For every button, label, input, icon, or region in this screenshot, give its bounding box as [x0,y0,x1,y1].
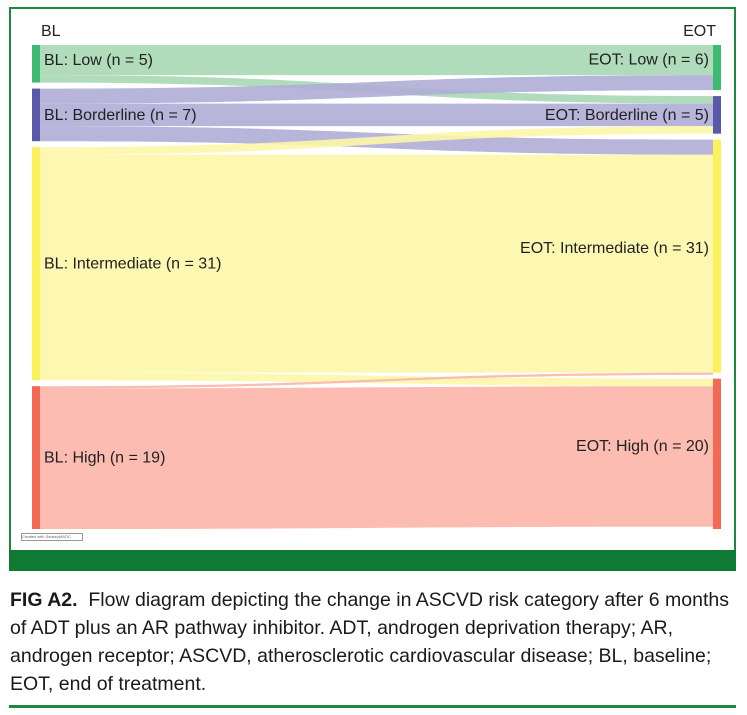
node-label-eot_high: EOT: High (n = 20) [576,438,709,455]
flow-link-bl_border-to-eot_border [40,103,713,127]
flow-link-bl_low-to-eot_low [40,45,713,76]
node-label-bl_border: BL: Borderline (n = 7) [44,107,197,124]
caption-bottom-rule [9,705,736,708]
node-label-eot_inter: EOT: Intermediate (n = 31) [520,240,709,257]
nodes-layer [32,45,721,529]
node-label-bl_low: BL: Low (n = 5) [44,52,153,69]
flow-link-bl_border-to-eot_low [40,75,713,104]
node-eot_border [713,96,721,134]
node-bl_border [32,88,40,142]
node-bl_high [32,386,40,529]
node-label-bl_inter: BL: Intermediate (n = 31) [44,256,221,273]
node-label-bl_high: BL: High (n = 19) [44,450,165,467]
node-bl_low [32,45,40,83]
flow-link-bl_high-to-eot_inter [40,372,713,389]
flow-link-bl_inter-to-eot_border [40,126,713,155]
caption-label: FIG A2. [10,589,78,611]
node-label-eot_border: EOT: Borderline (n = 5) [545,107,709,124]
left-axis-header: BL [41,23,61,40]
node-bl_inter [32,147,40,381]
figure-caption: FIG A2. Flow diagram depicting the chang… [10,586,732,698]
links-layer [40,45,713,529]
flow-link-bl_high-to-eot_high [40,386,713,529]
sankeymatic-watermark: Created with SankeyMATIC [21,533,83,541]
figure-bottom-band [9,550,736,571]
node-eot_low [713,45,721,91]
caption-text: Flow diagram depicting the change in ASC… [10,589,729,695]
flow-link-bl_inter-to-eot_inter [40,154,713,373]
sankey-chart: BL: Low (n = 5) BL: Borderline (n = 7) BL:… [32,23,721,529]
labels-layer: BL: Low (n = 5) BL: Borderline (n = 7) BL:… [44,52,709,467]
node-label-eot_low: EOT: Low (n = 6) [589,52,710,69]
node-eot_high [713,378,721,529]
node-eot_inter [713,139,721,373]
right-axis-header: EOT [683,23,716,40]
